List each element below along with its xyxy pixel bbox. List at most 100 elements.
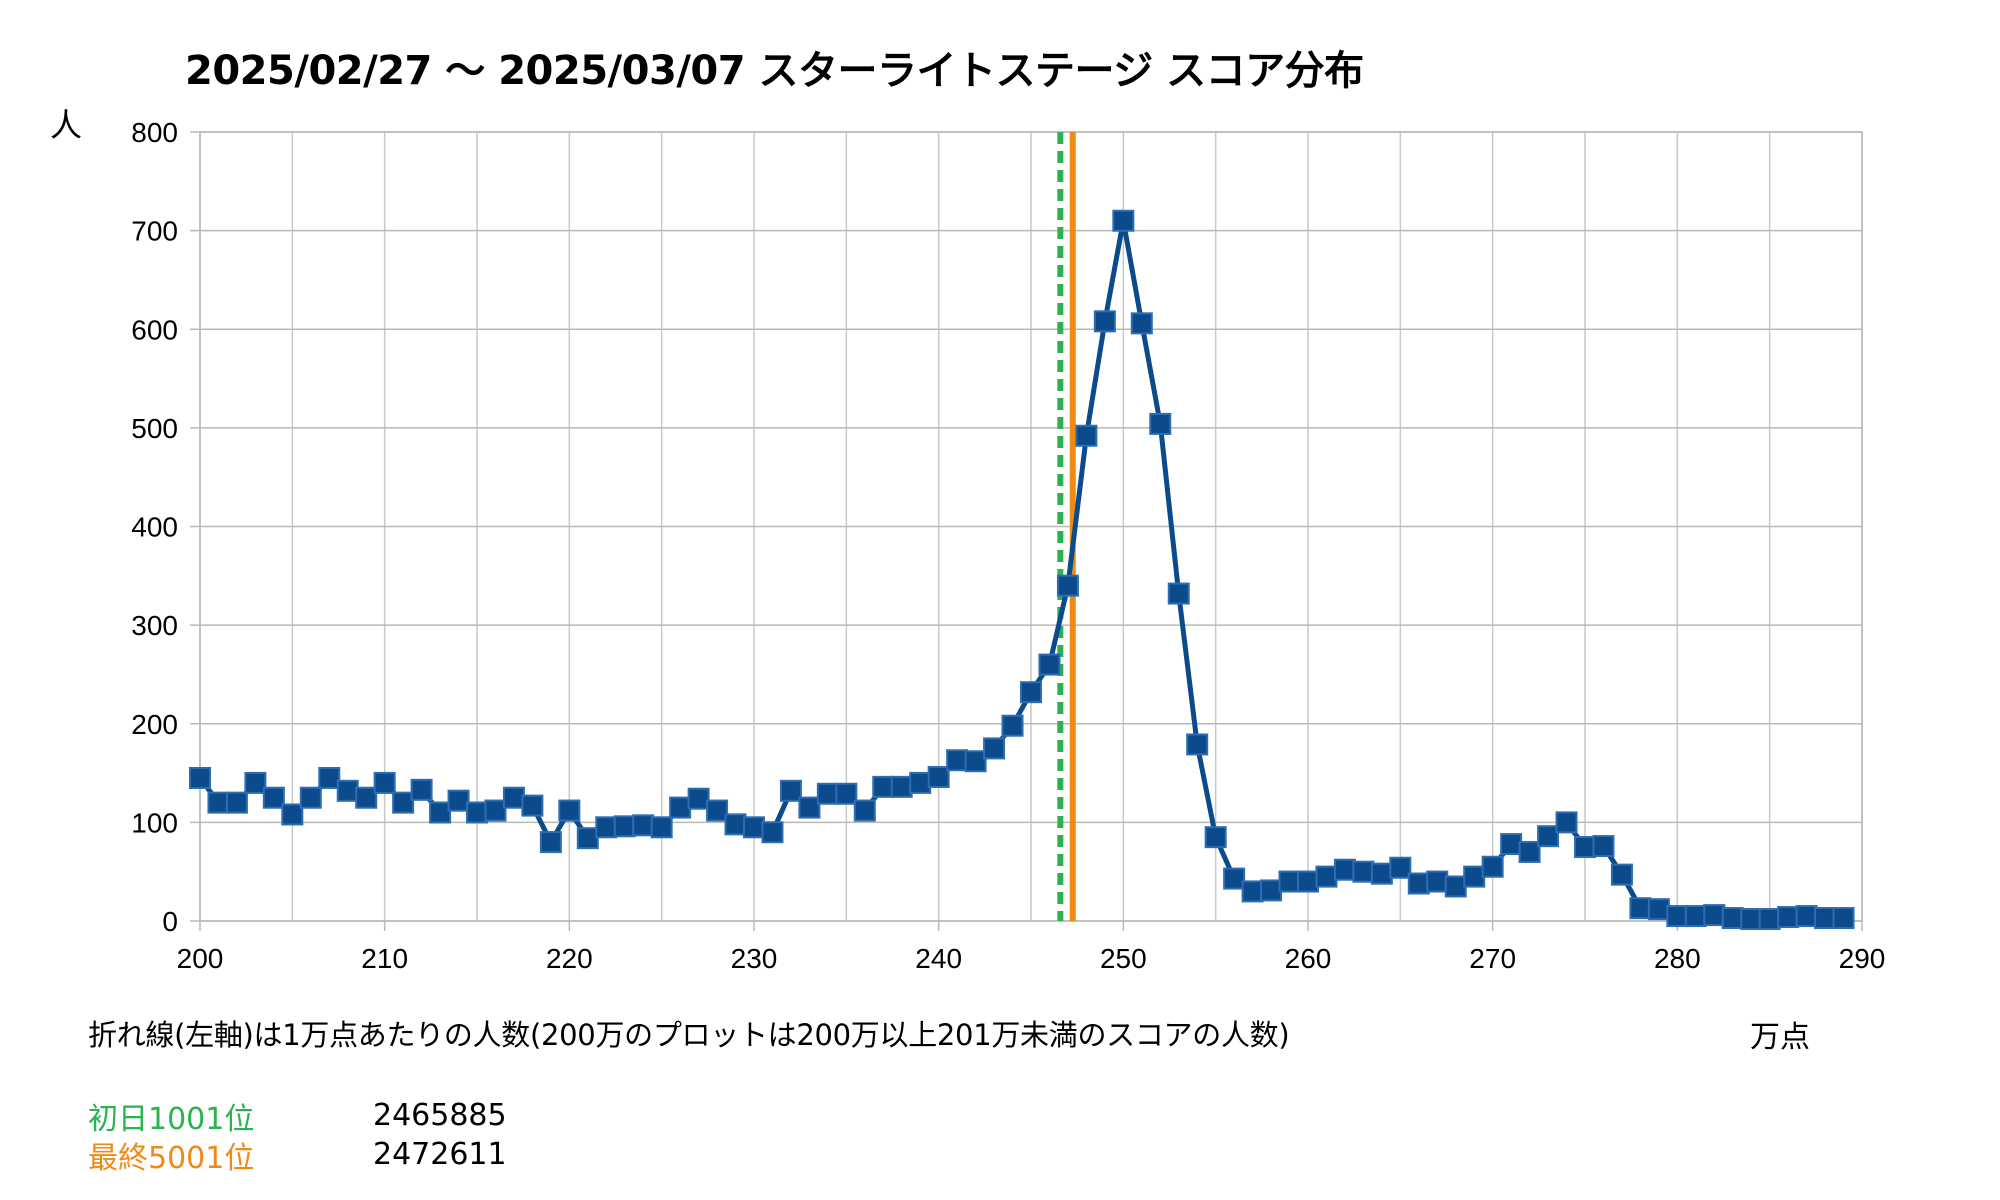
x-tick-label: 270	[1469, 943, 1516, 974]
x-tick-label: 290	[1839, 943, 1886, 974]
data-point	[909, 771, 932, 794]
data-point	[244, 771, 267, 794]
data-point	[373, 771, 396, 794]
y-tick-label: 800	[131, 117, 178, 148]
data-point	[281, 803, 304, 826]
data-point	[1056, 574, 1079, 597]
x-tick-label: 240	[915, 943, 962, 974]
data-point	[1537, 825, 1560, 848]
data-point	[1352, 860, 1375, 883]
legend-first-day-label: 初日1001位	[88, 1102, 255, 1137]
data-point	[1149, 412, 1172, 435]
y-tick-label: 0	[162, 906, 178, 937]
data-point	[207, 791, 230, 814]
data-point	[816, 782, 839, 805]
data-point	[1666, 905, 1689, 928]
data-point	[1075, 424, 1098, 447]
data-point	[466, 801, 488, 824]
data-point	[1629, 897, 1652, 920]
y-tick-label: 100	[131, 807, 178, 838]
data-point	[1020, 681, 1042, 704]
x-axis-unit: 万点	[1750, 1020, 1810, 1055]
data-point	[1278, 870, 1301, 893]
x-tick-label: 220	[546, 943, 593, 974]
data-point	[521, 794, 544, 817]
data-point	[1186, 733, 1209, 756]
data-point	[946, 749, 969, 772]
data-point	[558, 799, 581, 822]
y-tick-label: 600	[131, 314, 178, 345]
data-point	[1389, 856, 1412, 879]
data-point	[318, 766, 341, 789]
data-point	[429, 801, 452, 824]
data-point	[1647, 898, 1670, 921]
data-point	[225, 791, 248, 814]
data-point	[539, 831, 562, 854]
data-point	[706, 799, 729, 822]
data-point	[1333, 858, 1356, 881]
data-point	[798, 796, 821, 819]
data-point	[1167, 582, 1190, 605]
data-point	[1463, 865, 1486, 888]
data-point	[1204, 826, 1227, 849]
data-point	[1758, 908, 1781, 931]
data-point	[1832, 907, 1855, 930]
data-point	[1555, 811, 1578, 834]
data-point	[1038, 653, 1061, 676]
y-tick-label: 400	[131, 512, 178, 543]
data-point	[1260, 879, 1283, 902]
data-point	[1481, 855, 1504, 878]
data-point	[1703, 904, 1726, 927]
data-point	[1297, 870, 1319, 893]
data-point	[1370, 862, 1393, 885]
data-point	[410, 778, 433, 801]
data-point	[1610, 863, 1633, 886]
data-point	[835, 782, 858, 805]
data-point	[595, 816, 618, 839]
y-axis-unit: 人	[50, 106, 83, 144]
data-point	[1795, 905, 1818, 928]
data-point	[1814, 907, 1837, 930]
data-point	[1500, 833, 1523, 856]
data-point	[613, 815, 636, 838]
y-tick-label: 700	[131, 216, 178, 247]
data-point	[447, 789, 470, 812]
data-point	[1518, 840, 1541, 863]
data-point	[779, 779, 802, 802]
data-point	[1112, 209, 1135, 232]
x-tick-label: 230	[731, 943, 778, 974]
data-point	[1407, 872, 1430, 895]
data-point	[1223, 867, 1246, 890]
data-point	[299, 786, 322, 809]
data-point	[1777, 906, 1800, 929]
data-point	[890, 775, 913, 798]
data-point	[761, 821, 784, 844]
data-point	[502, 786, 525, 809]
data-point	[1093, 310, 1116, 333]
data-point	[964, 750, 987, 773]
data-point	[1740, 908, 1763, 931]
x-tick-label: 260	[1285, 943, 1332, 974]
data-point	[576, 827, 599, 850]
data-point	[927, 766, 950, 789]
x-tick-label: 210	[361, 943, 408, 974]
chart-title: 2025/02/27 〜 2025/03/07 スターライトステージ スコア分布	[185, 48, 1364, 94]
data-point	[484, 799, 507, 822]
data-point	[669, 796, 692, 819]
data-point	[632, 814, 655, 837]
x-tick-label: 200	[177, 943, 224, 974]
legend-final-value: 2472611	[373, 1137, 507, 1172]
x-tick-label: 280	[1654, 943, 1701, 974]
x-tick-label: 250	[1100, 943, 1147, 974]
data-point	[336, 779, 359, 802]
data-point	[1574, 836, 1596, 859]
data-point	[1001, 714, 1024, 737]
data-point	[1684, 905, 1707, 928]
data-point	[355, 786, 378, 809]
data-point	[262, 786, 285, 809]
chart-caption: 折れ線(左軸)は1万点あたりの人数(200万のプロットは200万以上201万未満…	[88, 1018, 1290, 1052]
data-point	[1315, 865, 1338, 888]
data-point	[1721, 907, 1744, 930]
data-point	[724, 813, 747, 836]
data-point	[983, 737, 1006, 760]
